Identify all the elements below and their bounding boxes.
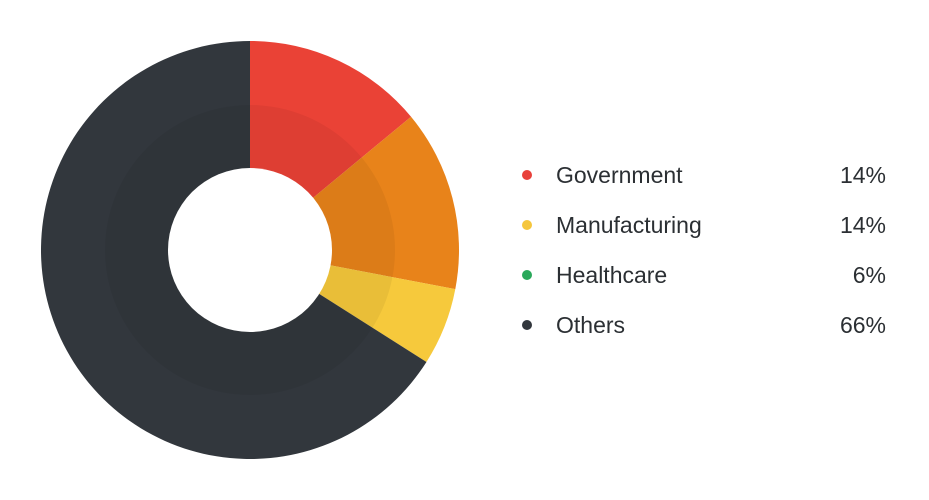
- legend-value: 66%: [839, 312, 886, 338]
- legend-value: 14%: [839, 162, 886, 188]
- legend-label: Manufacturing: [556, 212, 702, 238]
- legend-item-manufacturing: Manufacturing 14%: [518, 200, 890, 250]
- legend-value: 6%: [852, 262, 886, 288]
- legend-dot-icon: [522, 170, 532, 180]
- donut-hole: [168, 168, 332, 332]
- chart-legend: Government 14% Manufacturing 14% Healthc…: [518, 150, 890, 350]
- legend-value: 14%: [839, 212, 886, 238]
- legend-dot-icon: [522, 320, 532, 330]
- legend-item-government: Government 14%: [518, 150, 890, 200]
- legend-label: Government: [556, 162, 683, 188]
- legend-item-healthcare: Healthcare 6%: [518, 250, 890, 300]
- legend-label: Healthcare: [556, 262, 668, 288]
- legend-item-others: Others 66%: [518, 300, 890, 350]
- legend-label: Others: [556, 312, 626, 338]
- donut-chart: [40, 41, 459, 460]
- legend-dot-icon: [522, 270, 532, 280]
- legend-dot-icon: [522, 220, 532, 230]
